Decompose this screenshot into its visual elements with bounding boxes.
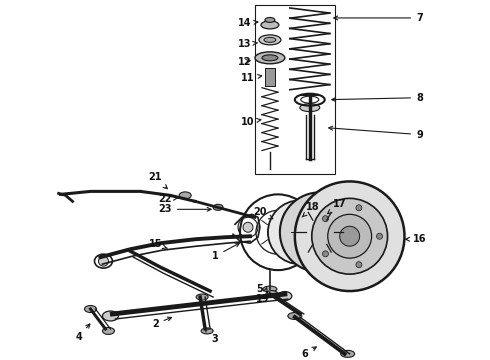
Ellipse shape — [300, 104, 320, 112]
Bar — [265, 68, 275, 86]
Text: 17: 17 — [328, 199, 346, 214]
Text: 4: 4 — [75, 324, 90, 342]
Ellipse shape — [102, 328, 115, 334]
Text: 10: 10 — [241, 117, 261, 127]
Text: 8: 8 — [332, 93, 423, 103]
Circle shape — [295, 181, 404, 291]
Circle shape — [268, 201, 332, 264]
Circle shape — [356, 262, 362, 268]
Text: 22: 22 — [158, 194, 178, 204]
Ellipse shape — [102, 311, 119, 321]
Text: 2: 2 — [152, 317, 172, 329]
Circle shape — [280, 192, 360, 272]
Ellipse shape — [278, 292, 292, 301]
Ellipse shape — [261, 21, 279, 29]
Circle shape — [340, 226, 360, 246]
Text: 6: 6 — [301, 347, 317, 359]
Ellipse shape — [179, 192, 191, 199]
Circle shape — [268, 222, 288, 242]
Ellipse shape — [262, 55, 278, 61]
Text: 18: 18 — [302, 202, 319, 217]
Text: 16: 16 — [406, 234, 426, 244]
Text: 13: 13 — [238, 39, 257, 49]
Text: 5: 5 — [257, 284, 269, 296]
Ellipse shape — [288, 312, 302, 319]
Ellipse shape — [266, 291, 278, 298]
Ellipse shape — [201, 328, 213, 334]
Text: 23: 23 — [158, 204, 211, 214]
Circle shape — [292, 224, 308, 240]
Text: 11: 11 — [241, 73, 262, 83]
Circle shape — [308, 220, 332, 244]
Text: 21: 21 — [148, 172, 167, 189]
Circle shape — [98, 256, 108, 266]
Circle shape — [377, 233, 383, 239]
Text: 3: 3 — [205, 328, 219, 344]
Circle shape — [356, 205, 362, 211]
Text: 14: 14 — [238, 18, 258, 28]
Circle shape — [312, 198, 388, 274]
Ellipse shape — [265, 17, 275, 22]
Ellipse shape — [84, 306, 97, 312]
Text: 12: 12 — [238, 57, 252, 67]
Ellipse shape — [255, 52, 285, 64]
Text: 19: 19 — [256, 288, 270, 304]
Text: 15: 15 — [148, 239, 168, 249]
Bar — [255, 5, 335, 175]
Ellipse shape — [341, 350, 355, 357]
Text: 9: 9 — [329, 126, 423, 140]
Circle shape — [243, 222, 253, 232]
Text: 20: 20 — [253, 207, 273, 219]
Ellipse shape — [259, 35, 281, 45]
Circle shape — [328, 214, 371, 258]
Ellipse shape — [264, 37, 276, 42]
Circle shape — [322, 216, 328, 222]
Text: 7: 7 — [334, 13, 423, 23]
Ellipse shape — [196, 294, 208, 300]
Text: 1: 1 — [212, 243, 240, 261]
Ellipse shape — [263, 286, 277, 292]
Ellipse shape — [213, 204, 223, 210]
Circle shape — [322, 251, 328, 257]
